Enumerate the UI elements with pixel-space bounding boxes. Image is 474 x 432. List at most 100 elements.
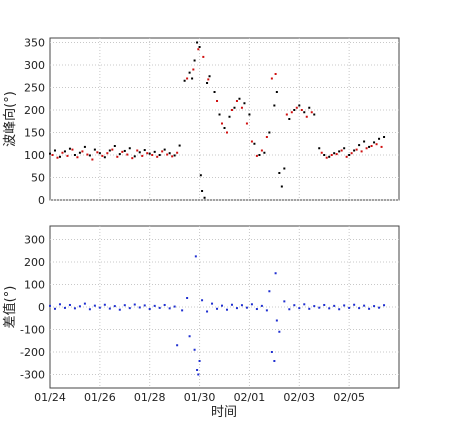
top-data-point — [76, 156, 79, 159]
top-data-point — [333, 152, 336, 155]
bottom-data-point — [138, 306, 141, 309]
bottom-data-point — [265, 309, 268, 312]
top-data-point — [288, 118, 291, 120]
bottom-data-point — [173, 305, 176, 308]
bottom-data-point — [123, 304, 126, 307]
bottom-data-point — [358, 307, 361, 310]
bottom-x-ticks: 01/24 01/26 01/28 01/30 02/01 02/03 02/05 — [34, 391, 365, 404]
bottom-data-point — [275, 319, 278, 322]
bottom-data-point — [63, 306, 66, 309]
top-data-point — [250, 140, 253, 143]
top-data-point — [93, 148, 96, 151]
top-data-point — [183, 79, 186, 82]
top-data-point — [383, 136, 386, 138]
bottom-data-point — [88, 308, 91, 311]
bottom-data-point — [245, 306, 248, 309]
bottom-data-point — [293, 304, 296, 307]
bottom-data-point — [98, 306, 101, 309]
top-data-point — [295, 106, 298, 109]
top-data-point — [298, 104, 301, 107]
top-data-point — [216, 100, 219, 102]
top-data-point — [207, 78, 210, 81]
bottom-data-point — [303, 303, 306, 306]
top-data-point — [278, 172, 281, 174]
top-data-point — [340, 149, 343, 152]
top-data-point — [263, 151, 266, 154]
top-data-point — [378, 137, 381, 140]
bottom-data-point — [194, 255, 197, 258]
bottom-data-point — [148, 308, 151, 311]
bottom-data-point — [181, 309, 184, 312]
top-data-point — [253, 142, 256, 145]
bottom-points — [49, 255, 386, 376]
top-data-point — [240, 106, 243, 109]
bottom-data-point — [197, 373, 200, 376]
top-data-point — [178, 144, 181, 147]
top-data-point — [245, 122, 248, 125]
bottom-data-point — [283, 300, 286, 303]
top-y-tick-label: 150 — [24, 127, 45, 140]
bottom-data-point — [343, 304, 346, 307]
top-data-point — [285, 113, 288, 116]
top-data-point — [225, 131, 228, 134]
top-data-point — [198, 46, 201, 48]
top-data-point — [123, 149, 126, 152]
top-data-point — [68, 147, 71, 150]
bottom-data-point — [83, 302, 86, 305]
top-data-point — [348, 154, 351, 156]
top-data-point — [358, 144, 361, 147]
top-data-point — [146, 152, 149, 155]
top-data-point — [91, 158, 94, 161]
top-data-point — [260, 149, 263, 152]
bottom-data-point — [268, 290, 271, 293]
top-data-point — [61, 151, 64, 154]
top-data-point — [303, 111, 306, 114]
bottom-y-tick-label: 300 — [24, 234, 45, 247]
top-data-point — [192, 68, 195, 71]
bottom-data-point — [163, 303, 166, 306]
bottom-x-tick-label: 01/30 — [184, 391, 216, 404]
bottom-data-point — [298, 307, 301, 310]
top-data-point — [235, 100, 238, 102]
top-data-point — [171, 155, 174, 158]
top-data-point — [293, 109, 296, 111]
top-data-point — [108, 149, 111, 152]
top-y-ticks: 0 50 100 150 200 250 300 350 — [24, 37, 45, 208]
top-data-point — [265, 136, 268, 138]
bottom-data-point — [118, 308, 121, 311]
bottom-data-point — [128, 307, 131, 310]
top-data-point — [323, 154, 326, 156]
top-data-point — [101, 154, 104, 157]
bottom-data-point — [153, 304, 156, 307]
bottom-data-point — [230, 303, 233, 306]
top-data-point — [71, 148, 74, 151]
top-data-point — [199, 174, 202, 177]
top-data-point — [365, 147, 368, 150]
top-data-point — [158, 154, 161, 156]
top-data-point — [370, 145, 373, 147]
bottom-x-tick-label: 01/24 — [34, 391, 66, 404]
top-data-point — [103, 156, 106, 159]
top-data-point — [223, 127, 226, 129]
top-data-point — [106, 152, 109, 155]
top-data-point — [290, 111, 293, 114]
bottom-data-point — [225, 308, 228, 311]
top-data-point — [202, 55, 205, 58]
bottom-x-tick-label: 02/01 — [234, 391, 266, 404]
bottom-data-point — [278, 330, 281, 333]
top-data-point — [161, 150, 164, 153]
top-data-point — [208, 75, 211, 78]
bottom-data-point — [176, 344, 179, 347]
bottom-data-point — [78, 305, 81, 308]
top-data-point — [274, 73, 277, 75]
bottom-data-point — [113, 305, 116, 308]
top-data-point — [78, 151, 81, 154]
bottom-data-point — [201, 299, 204, 302]
top-ylabel: 波峰向(°) — [2, 91, 18, 147]
top-data-point — [375, 143, 378, 146]
top-y-tick-label: 300 — [24, 59, 45, 72]
bottom-data-point — [68, 303, 71, 306]
top-data-point — [328, 155, 331, 158]
